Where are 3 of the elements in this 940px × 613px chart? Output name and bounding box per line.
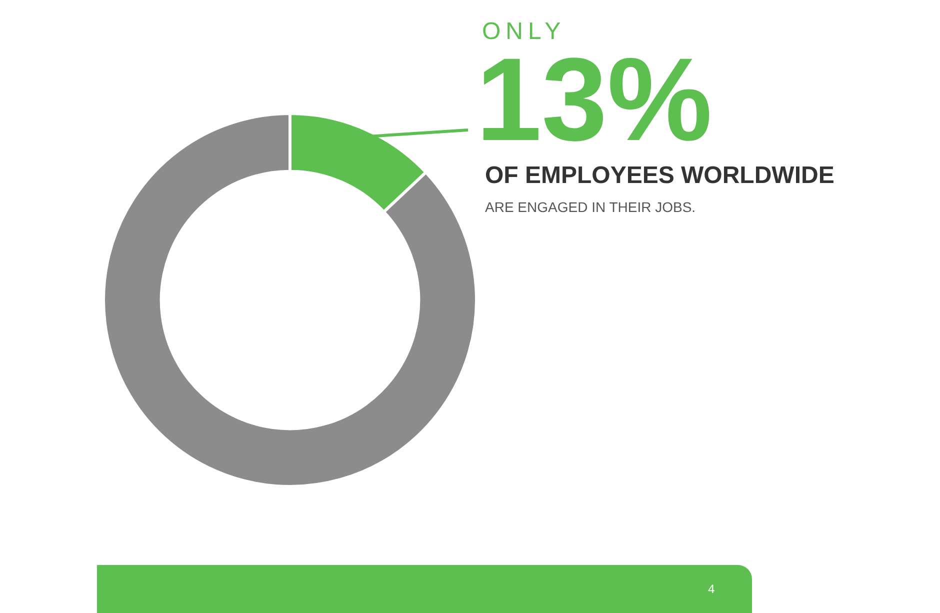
text: 4: [708, 582, 715, 596]
text: ARE ENGAGED IN THEIR JOBS.: [485, 199, 696, 215]
text: OF EMPLOYEES WORLDWIDE: [485, 162, 834, 190]
